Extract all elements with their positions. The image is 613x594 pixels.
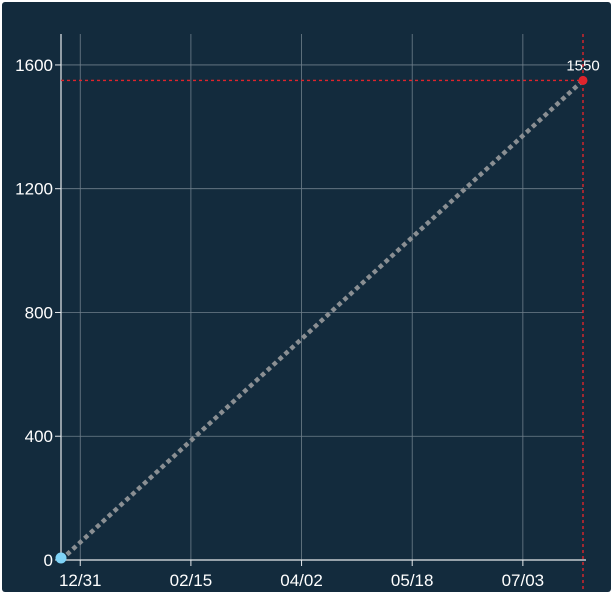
y-tick-label: 800 (25, 303, 53, 322)
y-tick-label: 1600 (15, 56, 53, 75)
series-line (59, 78, 585, 562)
x-tick-label: 07/03 (502, 571, 545, 590)
end-value-label: 1550 (566, 57, 599, 74)
x-tick-label: 12/31 (59, 571, 102, 590)
y-tick-label: 1200 (15, 180, 53, 199)
start-point-marker (55, 552, 67, 564)
x-tick-label: 05/18 (391, 571, 434, 590)
x-tick-label: 02/15 (170, 571, 213, 590)
y-tick-label: 400 (25, 427, 53, 446)
end-point-marker (578, 75, 588, 85)
reference-lines (61, 34, 584, 590)
grid-layer (55, 34, 583, 566)
y-tick-label: 0 (44, 551, 53, 570)
x-tick-label: 04/02 (280, 571, 323, 590)
tick-labels: 12/31 02/15 04/02 05/18 07/03 0 400 800 1200 1600 (15, 56, 544, 590)
axis-layer (60, 34, 586, 561)
series-layer: 1550 (55, 57, 600, 564)
